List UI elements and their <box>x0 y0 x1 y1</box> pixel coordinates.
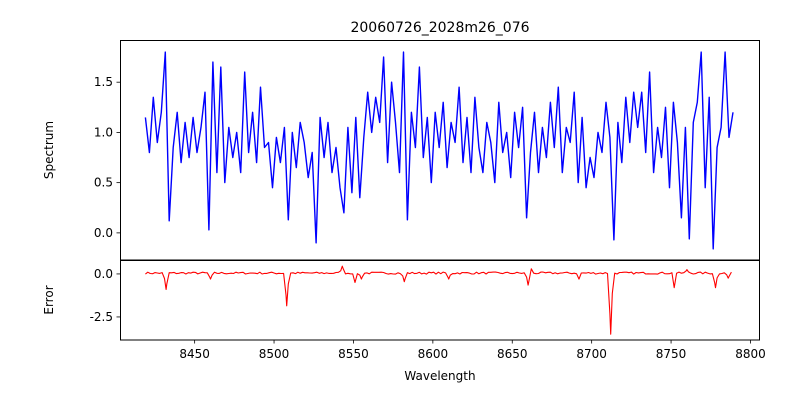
x-tick-label: 8450 <box>179 347 210 361</box>
x-tick-label: 8550 <box>338 347 369 361</box>
x-tick-label: 8800 <box>735 347 766 361</box>
x-tick-label: 8700 <box>576 347 607 361</box>
x-tick-label: 8500 <box>259 347 290 361</box>
spectrum-ylabel: Spectrum <box>42 121 56 179</box>
spectrum-line <box>144 51 734 250</box>
error-axes-frame <box>120 260 760 341</box>
x-axis-label: Wavelength <box>404 369 475 383</box>
x-tick-label: 8650 <box>497 347 528 361</box>
y-tick-label: 0.0 <box>94 267 113 281</box>
y-tick-label: -2.5 <box>90 310 113 324</box>
error-line <box>145 265 732 335</box>
chart-title: 20060726_2028m26_076 <box>350 20 529 36</box>
spectrum-axes: 0.0 0.5 1.0 1.5 <box>94 51 734 250</box>
x-tick-label: 8600 <box>418 347 449 361</box>
y-tick-label: 0.0 <box>94 226 113 240</box>
y-tick-label: 0.5 <box>94 176 113 190</box>
x-tick-label: 8750 <box>656 347 687 361</box>
error-axes: 0.0 -2.5 8450 8500 8550 8600 8650 8700 8750 8800 <box>90 265 766 361</box>
error-ylabel: Error <box>42 285 56 314</box>
y-tick-label: 1.5 <box>94 75 113 89</box>
y-tick-label: 1.0 <box>94 125 113 139</box>
